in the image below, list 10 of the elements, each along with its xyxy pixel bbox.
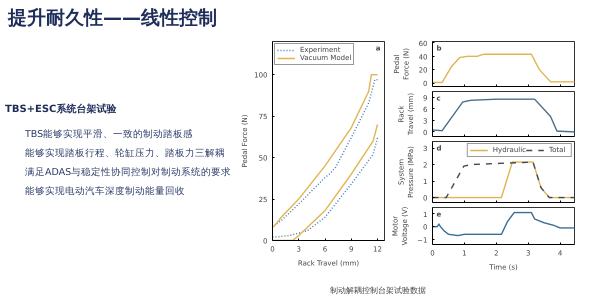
text: 能够实现踏板行程、轮缸压力、踏板力三解耦 (25, 147, 226, 162)
text: 提升耐久性——线性控制 (8, 6, 217, 31)
text: TBS能够实现平滑、一致的制动踏板感 (25, 128, 194, 142)
line-series (432, 212, 574, 236)
text: 满足ADAS与稳定性协同控制对制动系统的要求 (25, 166, 232, 180)
text: 制动解耦控制台架试验数据 (330, 285, 426, 296)
line-series (432, 98, 574, 133)
line-series (432, 54, 574, 84)
text: 能够实现电动汽车深度制动能量回收 (25, 185, 186, 200)
text: TBS+ESC系统台架试验 (5, 103, 118, 117)
